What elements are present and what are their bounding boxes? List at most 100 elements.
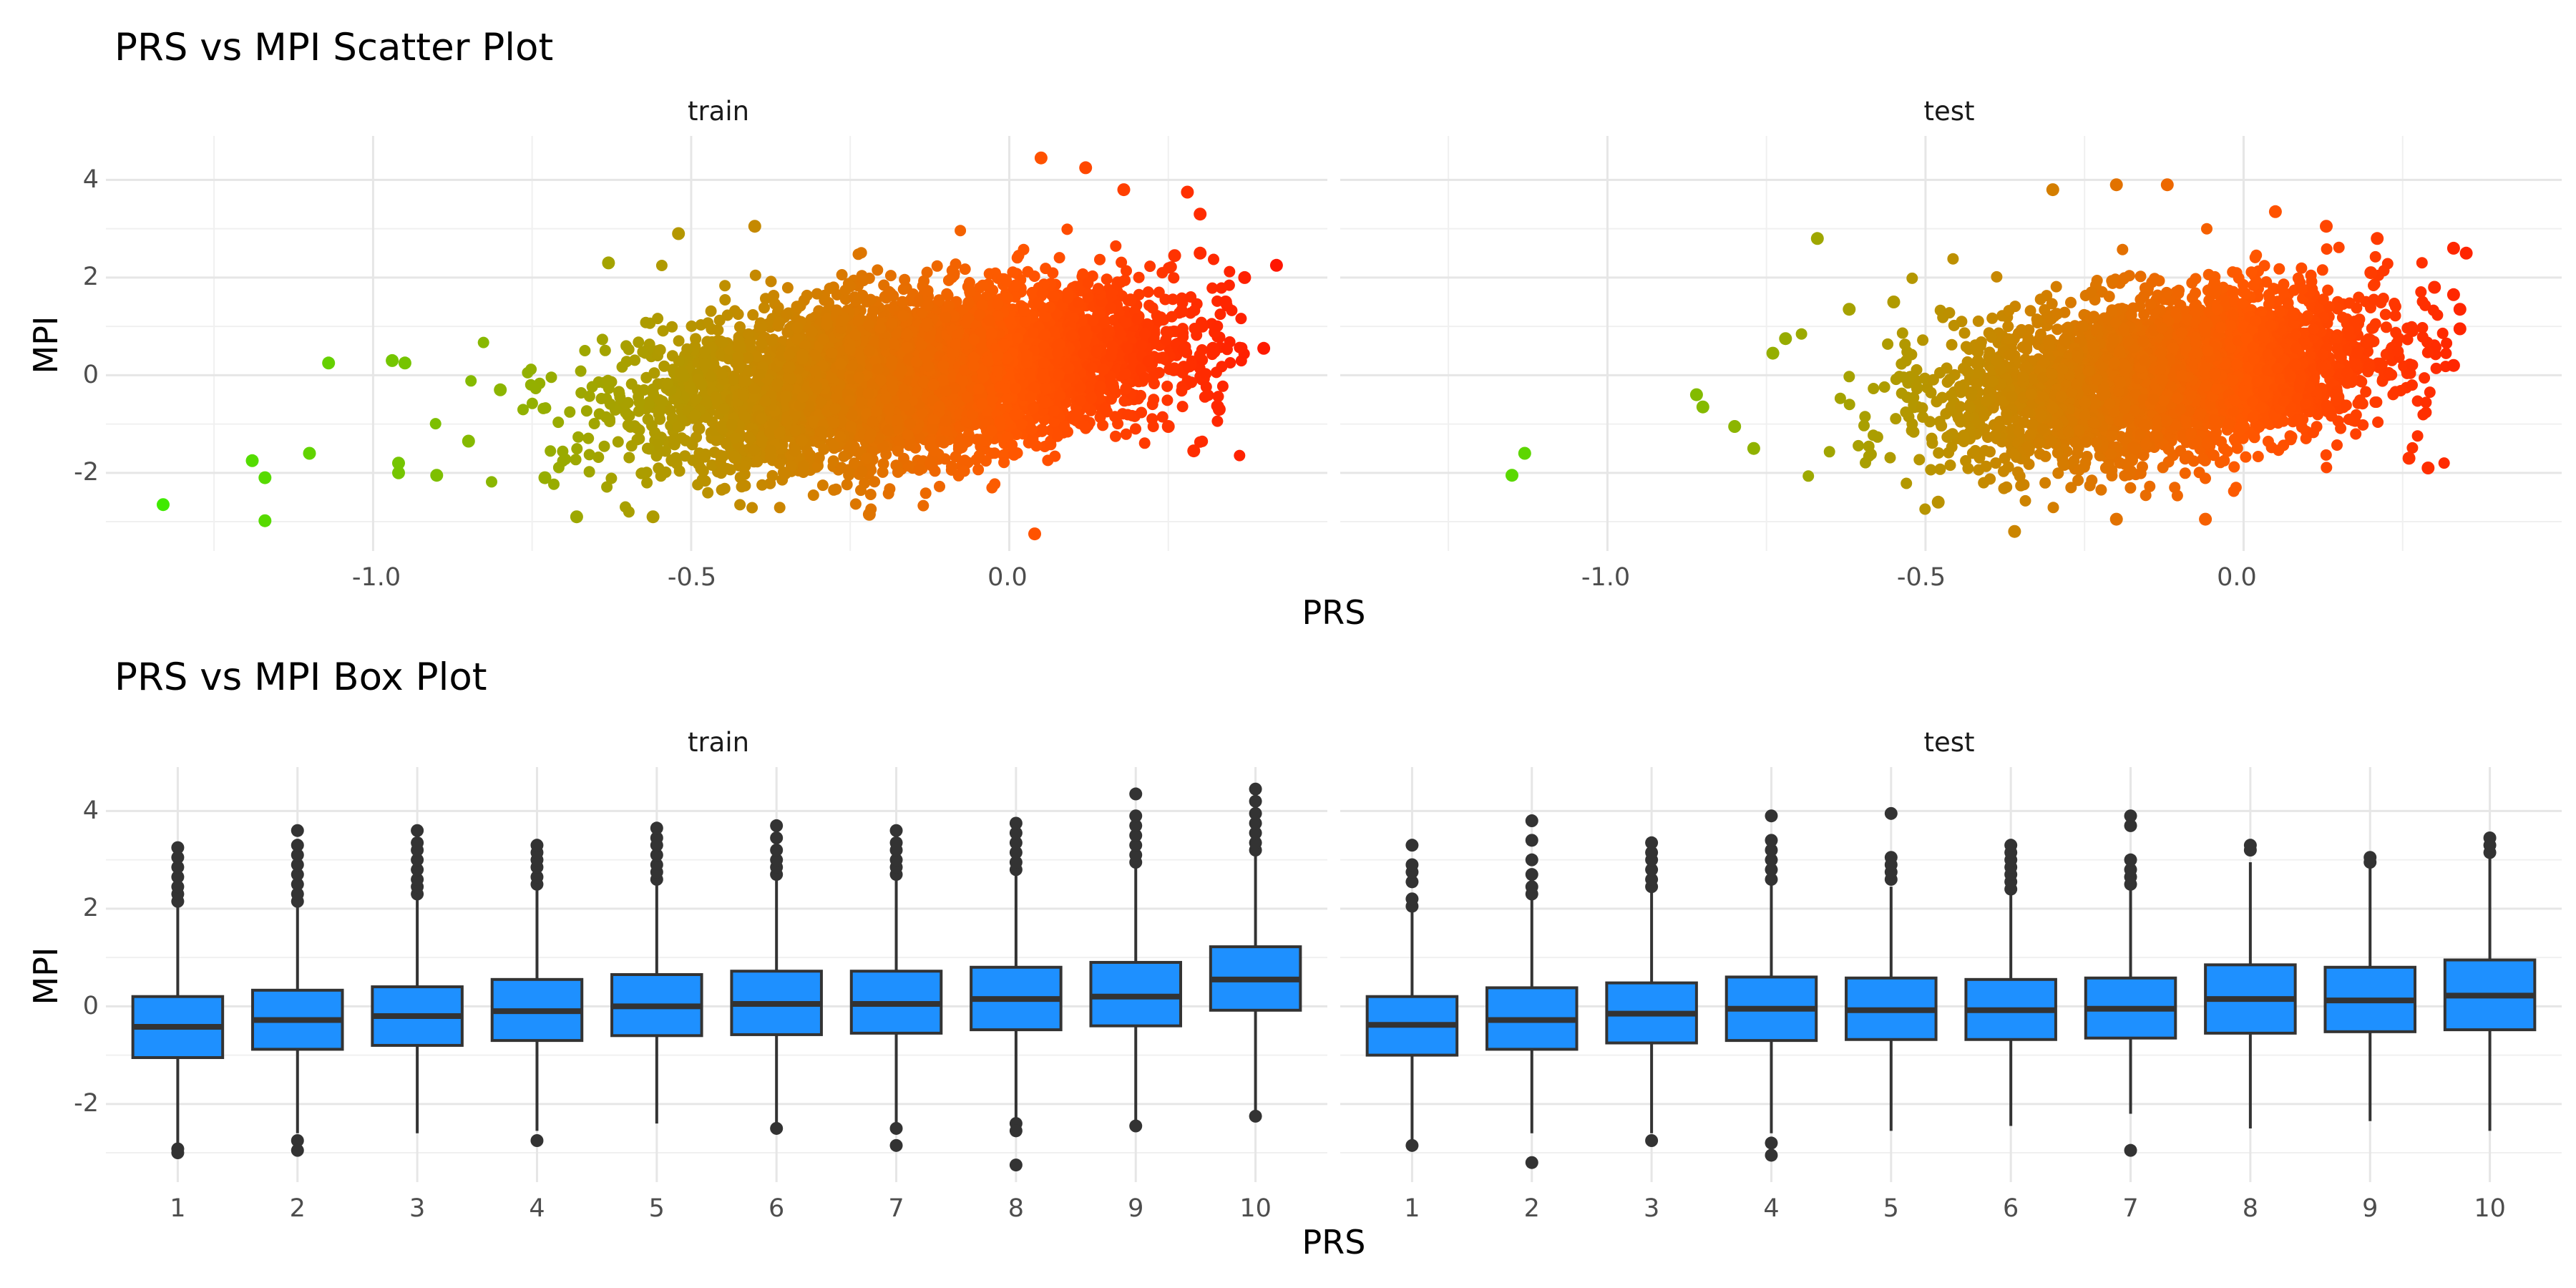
scatter-point [633,405,645,417]
scatter-point [849,498,862,510]
scatter-point [712,324,724,336]
scatter-point [1082,277,1094,289]
scatter-point [728,450,740,462]
scatter-point [1161,394,1174,406]
scatter-point [1110,240,1122,252]
scatter-point [1028,270,1040,282]
scatter-point [545,371,557,384]
scatter-point [602,374,614,386]
scatter-point [771,378,784,390]
scatter-point [927,379,940,391]
scatter-point [1006,439,1018,451]
scatter-point [1008,449,1020,461]
scatter-point [1235,313,1247,325]
scatter-point [697,465,709,477]
scatter-point [715,467,727,479]
scatter-point [743,431,755,443]
scatter-point [652,313,664,325]
scatter-point [552,416,565,429]
scatter-point [882,487,894,499]
scatter-point [716,421,728,432]
scatter-point [811,288,823,300]
scatter-point [797,460,809,472]
scatter-point [1009,409,1021,421]
scatter-point [1105,302,1117,314]
scatter-point [718,482,731,494]
scatter-point [861,452,873,464]
scatter-point [1106,393,1117,405]
scatter-point [622,419,634,431]
scatter-point [816,479,829,492]
scatter-point [620,406,632,419]
scatter-point [673,335,685,347]
scatter-point [673,465,686,477]
scatter-point [886,317,898,329]
scatter-point [1144,260,1156,273]
scatter-point [1196,435,1209,447]
scatter-point [964,286,976,298]
scatter-point [1061,223,1073,235]
scatter-point [973,383,985,395]
scatter-point [1053,369,1065,381]
scatter-point [526,397,538,409]
scatter-point [623,343,635,356]
scatter-point [1070,409,1082,421]
scatter-point [917,499,930,512]
scatter-point [1138,437,1151,449]
scatter-point [899,273,911,286]
scatter-point [919,487,932,499]
scatter-point [1153,286,1165,298]
scatter-point [955,225,967,237]
scatter-point [1136,339,1148,351]
scatter-point [755,338,767,350]
scatter-panel-train: train [106,96,1327,551]
scatter-point [653,408,665,420]
scatter-point [1002,292,1014,304]
scatter-point [1027,402,1039,414]
scatter-point [992,365,1003,377]
scatter-point [801,289,813,301]
scatter-point [781,282,794,294]
scatter-point [1015,418,1028,430]
scatter-point [917,376,930,388]
scatter-point [1167,293,1179,306]
scatter-point [654,344,666,356]
scatter-point [718,403,730,415]
scatter-point [643,338,655,351]
scatter-train-points [157,151,1283,541]
scatter-point [924,331,935,343]
scatter-point [1147,421,1159,432]
scatter-point [1098,317,1111,329]
scatter-point [828,484,840,496]
scatter-point [865,427,877,439]
scatter-point [564,406,576,418]
scatter-point [699,451,711,463]
scatter-point [1234,341,1246,353]
scatter-point [1156,267,1169,279]
scatter-point [1185,291,1197,303]
scatter-point [734,499,746,511]
scatter-point [537,402,550,414]
scatter-point [1121,265,1132,277]
scatter-point [749,269,761,281]
scatter-point [972,464,985,476]
scatter-point [946,460,957,472]
scatter-panel-train-strip: train [688,96,749,127]
scatter-point [1176,385,1188,397]
scatter-point [747,309,759,321]
scatter-point [1177,343,1189,356]
scatter-point [705,371,717,383]
scatter-point [612,436,624,448]
scatter-point [985,424,997,436]
scatter-point [588,418,600,429]
scatter-point [941,288,953,300]
scatter-point [1040,382,1052,394]
scatter-point [1139,372,1151,384]
scatter-point [1142,286,1154,298]
scatter-point [1133,271,1145,283]
scatter-point [1086,362,1098,374]
scatter-point [1025,424,1038,435]
scatter-point [633,433,645,445]
